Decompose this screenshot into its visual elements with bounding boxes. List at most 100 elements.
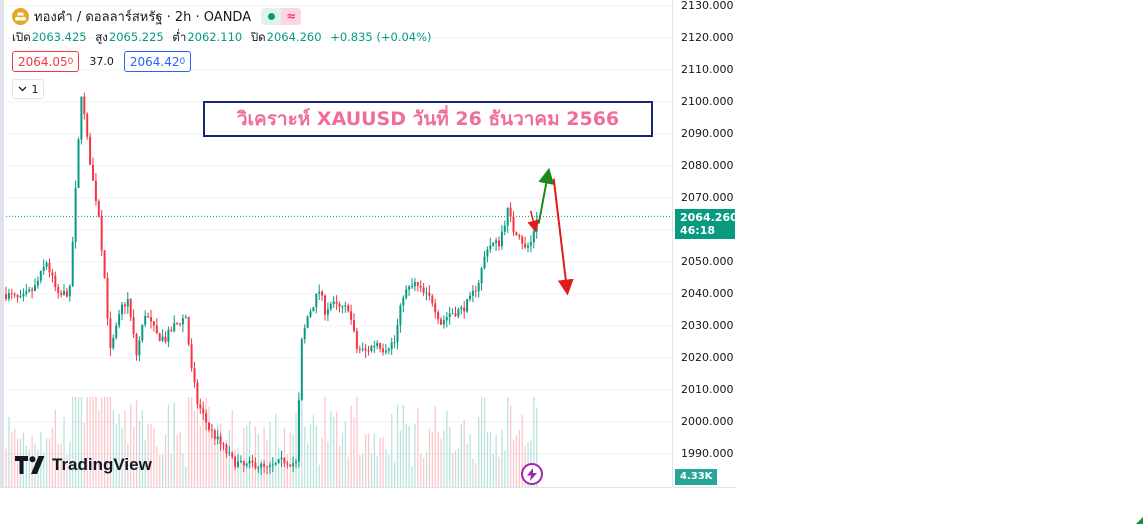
volume-bar bbox=[359, 454, 361, 487]
last-price-value: 2064.260 bbox=[680, 211, 738, 224]
candle-body bbox=[390, 342, 393, 349]
volume-bar bbox=[193, 410, 196, 487]
volume-bar bbox=[57, 444, 59, 487]
volume-bar bbox=[507, 397, 509, 487]
wave-icon[interactable]: ≈ bbox=[281, 7, 302, 25]
volume-bar bbox=[101, 397, 103, 487]
candle-body bbox=[503, 225, 506, 232]
candle-body bbox=[71, 241, 74, 287]
candle-body bbox=[295, 461, 297, 464]
volume-bar bbox=[501, 429, 503, 487]
candle-body bbox=[121, 304, 123, 315]
volume-bar bbox=[222, 443, 225, 487]
candle-body bbox=[329, 303, 332, 310]
projection-arrow-up bbox=[537, 167, 555, 224]
gold-bar-icon[interactable] bbox=[12, 7, 29, 25]
candle-body bbox=[144, 316, 147, 325]
chart-canvas[interactable] bbox=[0, 0, 672, 487]
sell-button[interactable]: 2064.05 0 bbox=[12, 51, 80, 72]
volume-bar bbox=[89, 397, 91, 487]
volume-bar bbox=[48, 438, 51, 487]
volume-bar bbox=[51, 427, 54, 487]
volume-bar bbox=[420, 453, 422, 487]
candle-body bbox=[13, 294, 16, 296]
buy-button[interactable]: 2064.42 0 bbox=[123, 51, 192, 72]
candle-body bbox=[135, 334, 138, 356]
candle-body bbox=[524, 243, 527, 248]
volume-bar bbox=[153, 427, 155, 487]
open-value: 2063.425 bbox=[31, 30, 87, 44]
candle-body bbox=[297, 400, 300, 462]
volume-bar bbox=[362, 453, 364, 487]
candle-body bbox=[469, 295, 471, 300]
volume-bar bbox=[199, 426, 201, 487]
candle-body bbox=[245, 463, 248, 466]
volume-bar bbox=[266, 440, 268, 487]
candle-body bbox=[231, 452, 234, 457]
candle-body bbox=[344, 305, 347, 307]
volume-bar bbox=[164, 434, 167, 487]
candle-body bbox=[274, 463, 277, 465]
market-status-pill[interactable]: ≈ bbox=[261, 7, 302, 25]
volume-bar bbox=[14, 428, 16, 487]
candle-body bbox=[202, 408, 205, 414]
volume-bar bbox=[98, 409, 100, 487]
candle-body bbox=[361, 348, 364, 350]
price-tick-label: 2100.000 bbox=[681, 95, 734, 108]
chart-area[interactable] bbox=[0, 0, 672, 487]
price-axis[interactable]: 2130.000 2120.000 2110.000 2100.000 2090.000… bbox=[672, 0, 736, 487]
volume-bar bbox=[92, 397, 94, 487]
candle-body bbox=[335, 301, 338, 304]
lightning-button[interactable] bbox=[521, 463, 543, 485]
candle-body bbox=[411, 286, 413, 288]
candle-body bbox=[10, 293, 13, 295]
volume-bar bbox=[414, 423, 416, 487]
candle-body bbox=[324, 295, 326, 315]
candle-body bbox=[92, 164, 94, 181]
candle-body bbox=[51, 272, 54, 276]
candle-body bbox=[309, 311, 312, 317]
volume-bar bbox=[269, 422, 271, 487]
volume-bar bbox=[176, 434, 178, 487]
volume-bar bbox=[301, 397, 303, 487]
candle-body bbox=[234, 456, 237, 467]
volume-bar bbox=[141, 409, 143, 487]
symbol-title[interactable]: ทองคำ / ดอลลาร์สหรัฐ · 2h · OANDA bbox=[34, 9, 252, 25]
volume-bar bbox=[147, 424, 149, 487]
high-label: สูง bbox=[95, 30, 108, 44]
volume-bar bbox=[327, 441, 329, 487]
volume-bar bbox=[179, 431, 181, 487]
candle-body bbox=[36, 280, 39, 286]
candle-body bbox=[300, 339, 303, 401]
market-open-indicator[interactable] bbox=[261, 7, 282, 25]
volume-bar bbox=[286, 454, 288, 487]
candle-body bbox=[242, 460, 245, 466]
volume-bar bbox=[109, 397, 112, 487]
volume-bar bbox=[249, 421, 251, 487]
bid-price-sup: 0 bbox=[67, 56, 74, 67]
projection-arrow-down bbox=[552, 178, 574, 296]
volume-bar bbox=[121, 427, 123, 487]
candle-body bbox=[471, 290, 474, 296]
volume-bar bbox=[405, 423, 407, 487]
candle-body bbox=[170, 329, 173, 332]
candle-body bbox=[213, 430, 216, 440]
candle-body bbox=[167, 329, 170, 342]
left-edge-strip bbox=[0, 0, 4, 487]
collapse-indicators-button[interactable]: 1 bbox=[12, 79, 44, 99]
candle-body bbox=[138, 340, 141, 356]
status-dot-icon bbox=[267, 12, 275, 20]
candle-body bbox=[34, 285, 36, 291]
price-tick-label: 2050.000 bbox=[681, 255, 734, 268]
candle-body bbox=[448, 313, 451, 318]
volume-bar bbox=[481, 397, 483, 487]
candle-body bbox=[451, 313, 454, 315]
candle-body bbox=[373, 345, 376, 347]
volume-bar bbox=[69, 441, 71, 487]
volume-bar bbox=[498, 457, 500, 487]
volume-bar bbox=[495, 434, 497, 487]
volume-bar bbox=[254, 426, 257, 487]
last-price-badge: 2064.260 46:18 bbox=[675, 209, 738, 239]
volume-bar bbox=[118, 413, 120, 487]
analysis-title-annotation[interactable]: วิเคราะห์ XAUUSD วันที่ 26 ธันวาคม 2566 bbox=[203, 101, 653, 137]
